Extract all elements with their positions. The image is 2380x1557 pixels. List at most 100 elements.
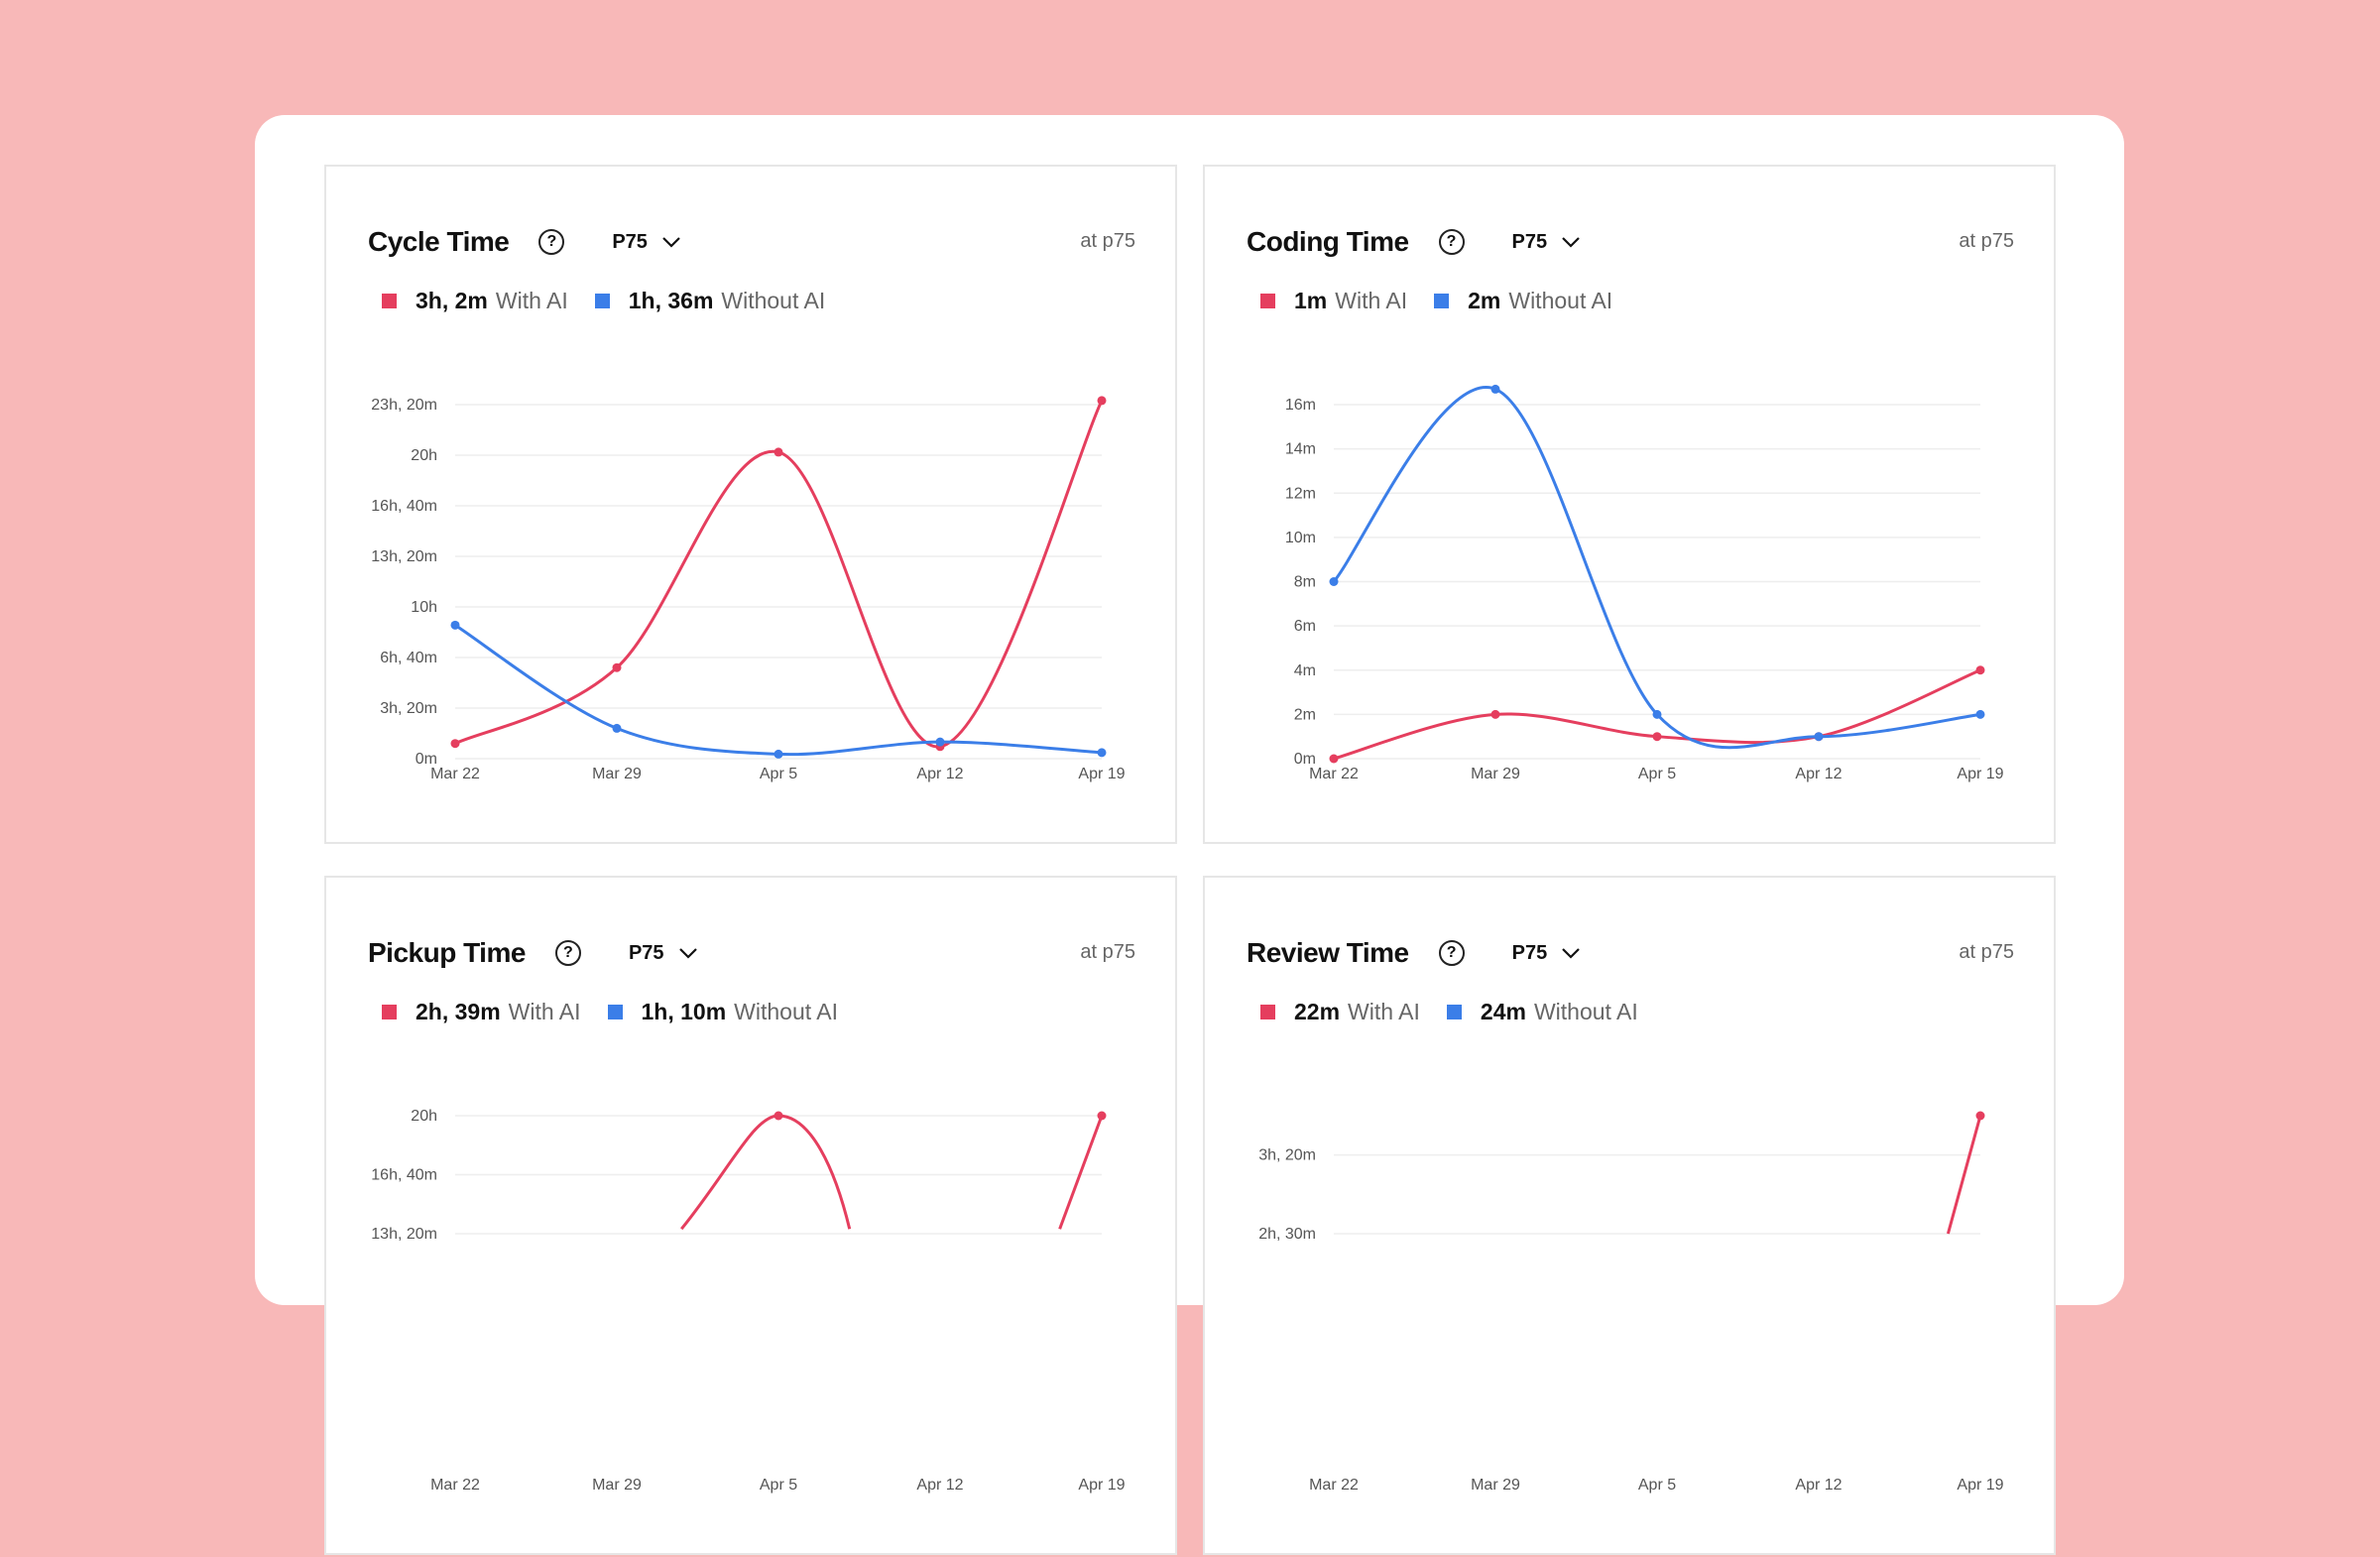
panel-title: Pickup Time <box>368 937 526 968</box>
with-ai-label: With AI <box>495 288 568 313</box>
percentile-note: at p75 <box>1959 230 2014 252</box>
y-tick-label: 13h, 20m <box>371 548 437 565</box>
series-line <box>1946 1115 1982 1235</box>
x-tick-label: Apr 5 <box>760 1477 797 1494</box>
without-ai-label: Without AI <box>1533 999 1638 1024</box>
panel-header: Coding Time ? P75 <box>1247 222 1581 262</box>
without-ai-swatch <box>1434 294 1450 308</box>
y-tick-label: 16m <box>1285 397 1316 414</box>
y-tick-label: 16h, 40m <box>371 498 437 515</box>
x-tick-label: Mar 29 <box>1471 766 1520 782</box>
data-point <box>1975 665 1985 675</box>
with-ai-value: 2h, 39m <box>416 999 501 1024</box>
data-point <box>1097 748 1107 758</box>
without-ai-value: 1h, 36m <box>628 288 714 313</box>
data-point <box>1975 709 1985 719</box>
x-tick-label: Apr 19 <box>1078 766 1125 782</box>
data-point <box>1652 709 1662 719</box>
panel-header: Cycle Time ? P75 <box>368 222 681 262</box>
help-icon[interactable]: ? <box>1438 229 1465 255</box>
series-line <box>454 400 1104 749</box>
legend: 1m With AI 2m Without AI <box>1260 288 1639 314</box>
y-tick-label: 8m <box>1294 574 1316 591</box>
without-ai-swatch <box>1446 1005 1462 1019</box>
percentile-note: at p75 <box>1959 941 2014 963</box>
y-tick-label: 23h, 20m <box>371 397 437 414</box>
y-tick-label: 13h, 20m <box>371 1226 437 1243</box>
x-tick-label: Apr 19 <box>1957 766 2003 782</box>
y-tick-label: 20h <box>411 447 437 464</box>
x-tick-label: Apr 5 <box>1638 766 1676 782</box>
panel-header: Review Time ? P75 <box>1247 933 1581 973</box>
y-tick-label: 4m <box>1294 662 1316 679</box>
with-ai-label: With AI <box>1348 999 1420 1024</box>
cycle-time-panel: Cycle Time ? P75 at p75 3h, 2m With AI 1… <box>324 165 1177 844</box>
without-ai-label: Without AI <box>721 288 826 313</box>
x-tick-label: Mar 22 <box>1309 1477 1359 1494</box>
y-tick-label: 6h, 40m <box>380 650 437 666</box>
data-point <box>1652 732 1662 742</box>
panel-title: Coding Time <box>1247 226 1409 257</box>
without-ai-value: 1h, 10m <box>641 999 727 1024</box>
with-ai-value: 22m <box>1294 999 1341 1024</box>
percentile-dropdown[interactable]: P75 <box>1512 942 1582 965</box>
data-point <box>1490 709 1500 719</box>
data-point <box>774 749 783 759</box>
x-tick-label: Apr 12 <box>916 766 963 782</box>
y-tick-label: 2m <box>1294 706 1316 723</box>
data-point <box>1097 396 1107 406</box>
percentile-value: P75 <box>1511 230 1548 253</box>
percentile-dropdown[interactable]: P75 <box>629 942 698 965</box>
help-icon[interactable]: ? <box>1438 940 1465 966</box>
y-tick-label: 3h, 20m <box>380 700 437 717</box>
with-ai-swatch <box>1260 1005 1275 1019</box>
y-tick-label: 14m <box>1285 441 1316 458</box>
line-chart: 2h, 30m 3h, 20m Mar 22 Mar 29 Apr 5 Apr 12 Apr… <box>1258 1111 2004 1494</box>
help-icon[interactable]: ? <box>554 940 581 966</box>
y-tick-label: 10m <box>1285 530 1316 546</box>
series-line <box>1058 1115 1104 1230</box>
series-line <box>1332 386 1981 750</box>
with-ai-swatch <box>382 294 397 308</box>
panel-header: Pickup Time ? P75 <box>368 933 698 973</box>
without-ai-label: Without AI <box>1508 288 1613 313</box>
y-tick-label: 0m <box>1294 751 1316 768</box>
chevron-down-icon <box>1562 237 1580 248</box>
percentile-dropdown[interactable]: P75 <box>612 231 681 254</box>
x-tick-label: Apr 12 <box>1795 1477 1842 1494</box>
grid-lines <box>455 1115 1102 1235</box>
data-point <box>1490 384 1500 394</box>
chevron-down-icon <box>678 948 697 959</box>
x-tick-label: Mar 29 <box>592 1477 642 1494</box>
grid-lines <box>1334 404 1980 760</box>
with-ai-value: 3h, 2m <box>416 288 488 313</box>
with-ai-swatch <box>1260 294 1275 308</box>
grid-lines <box>455 404 1102 760</box>
data-point <box>935 737 945 747</box>
panel-title: Cycle Time <box>368 226 510 257</box>
without-ai-swatch <box>594 294 610 308</box>
coding-time-panel: Coding Time ? P75 at p75 1m With AI 2m W… <box>1203 165 2056 844</box>
help-icon[interactable]: ? <box>538 229 565 255</box>
without-ai-swatch <box>607 1005 623 1019</box>
x-tick-label: Apr 5 <box>760 766 797 782</box>
data-point <box>450 739 460 749</box>
percentile-dropdown[interactable]: P75 <box>1512 231 1582 254</box>
x-tick-label: Mar 22 <box>1309 766 1359 782</box>
x-tick-label: Mar 29 <box>592 766 642 782</box>
legend: 22m With AI 24m Without AI <box>1260 999 1665 1025</box>
data-point <box>774 447 783 457</box>
y-tick-label: 6m <box>1294 618 1316 635</box>
with-ai-swatch <box>382 1005 397 1019</box>
x-tick-label: Apr 12 <box>916 1477 963 1494</box>
data-point <box>1329 577 1339 586</box>
data-point <box>1329 754 1339 764</box>
series-line <box>454 624 1103 757</box>
without-ai-label: Without AI <box>734 999 838 1024</box>
percentile-note: at p75 <box>1080 230 1135 252</box>
review-time-panel: Review Time ? P75 at p75 22m With AI 24m… <box>1203 876 2056 1555</box>
y-tick-label: 10h <box>411 599 437 616</box>
x-tick-label: Apr 12 <box>1795 766 1842 782</box>
panel-title: Review Time <box>1247 937 1409 968</box>
legend: 3h, 2m With AI 1h, 36m Without AI <box>382 288 852 314</box>
